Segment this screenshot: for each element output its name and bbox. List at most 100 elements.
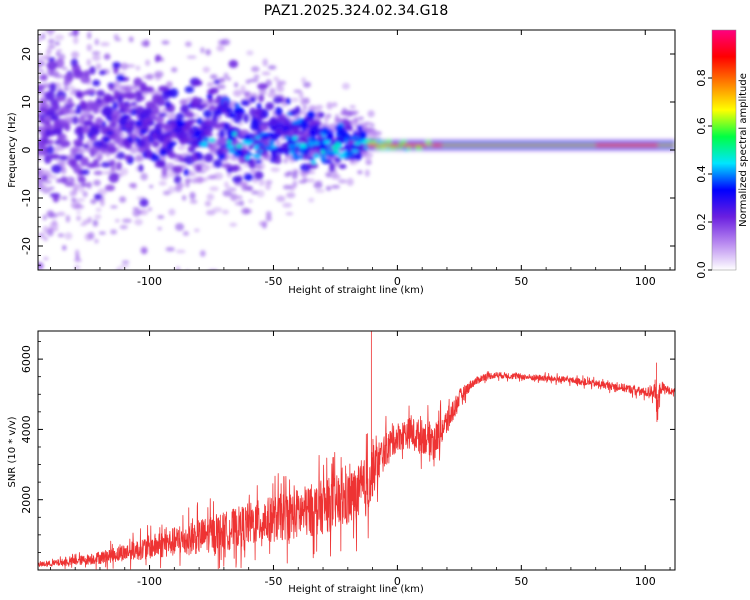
spectrogram-blob [229,222,238,227]
spectrogram-blob [268,116,278,127]
spectrogram-blob [158,112,168,117]
spectrogram-blob [134,90,142,97]
spectrogram-blob [338,179,347,184]
spectrogram-blob [167,152,177,159]
spectrogram-blob [82,190,88,198]
spectrogram-blob [106,131,114,136]
spectrogram-blobs [38,7,382,296]
spectrogram-blob [155,116,165,124]
spectrogram-ridge-lobe [378,141,384,145]
spectrogram-blob [205,118,211,127]
spectrogram-blob [270,167,280,173]
spectrogram-ridge-lobe [401,139,407,144]
spectrogram-blob [273,76,280,82]
spectrogram-blob [302,104,307,111]
spectrogram-blob [147,207,153,212]
spectrogram-blob [43,179,52,184]
spectrogram-x-tick-label: 0 [394,275,401,288]
spectrogram-blob [347,140,353,145]
spectrogram-blob [224,181,229,188]
spectrogram-blob [238,200,245,207]
spectrogram-blob [82,124,90,134]
spectrogram-blob [124,154,131,161]
spectrogram-blob [120,7,128,12]
spectrogram-blob [150,113,157,121]
spectrogram-blob [89,101,101,110]
spectrogram-blob [364,169,370,177]
spectrogram-blob [324,115,329,124]
spectrogram-blob [232,175,243,183]
spectrogram-blob [218,129,226,139]
spectrogram-blob [307,106,318,112]
spectrogram-blob [251,66,260,73]
spectrogram-blob [63,73,74,83]
spectrogram-blob [124,84,134,93]
spectrogram-blob [94,7,103,13]
spectrogram-blob [301,138,308,144]
spectrogram-blob [80,156,89,167]
spectrogram-blob [261,134,269,140]
spectrogram-blob [165,246,175,252]
spectrogram-x-tick-label: 50 [514,275,528,288]
spectrogram-blob [200,47,205,54]
spectrogram-blob [38,84,45,91]
spectrogram-blob [87,31,92,40]
spectrogram-blob [52,194,59,203]
spectrogram-blob [61,66,68,71]
spectrogram-blob [61,196,68,200]
spectrogram-blob [213,172,224,180]
spectrogram-x-label: Height of straight line (km) [288,285,424,296]
spectrogram-blob [108,84,115,91]
spectrogram-blob [141,120,149,126]
spectrogram-ridge-highlight [595,143,658,147]
spectrogram-blob [344,151,354,158]
spectrogram-blob [43,256,49,261]
spectrogram-blob [216,45,225,52]
spectrogram-blob [175,249,186,254]
spectrogram-blob [265,102,275,111]
spectrogram-blob [161,166,168,177]
spectrogram-blob [164,100,172,109]
spectrogram-blob [46,145,55,155]
spectrogram-blob [185,181,190,188]
spectrogram-blob [248,199,253,204]
spectrogram-blob [243,173,254,182]
spectrogram-blob [300,154,311,160]
spectrogram-blob [125,291,130,295]
spectrogram-blob [101,142,109,149]
spectrogram-blob [95,117,104,125]
spectrogram-blob [98,70,106,76]
spectrogram-blob [74,204,85,210]
spectrogram-blob [67,97,73,105]
spectrogram-blob [218,136,227,146]
spectrogram-blob [116,74,125,82]
spectrogram-blob [72,183,80,191]
spectrogram-blob [212,206,223,213]
spectrogram-blob [98,231,106,235]
spectrogram-blob [222,190,232,197]
spectrogram-blob [303,97,310,105]
spectrogram-blob [241,207,250,215]
spectrogram-blob [249,96,256,103]
spectrogram-blob [104,53,111,60]
spectrogram-blob [249,107,257,118]
spectrogram-blob [184,41,192,47]
spectrogram-blob [282,184,293,190]
spectrogram-blob [312,141,320,146]
spectrogram-blob [52,103,58,111]
spectrogram-blob [103,93,113,102]
spectrogram-blob [38,69,45,73]
spectrogram-blob [38,61,46,67]
spectrogram-blob [61,245,67,251]
spectrogram-blob [157,215,165,219]
spectrogram-blob [359,130,367,140]
spectrogram-blob [355,151,363,161]
spectrogram-blob [62,290,69,296]
spectrogram-blob [189,199,198,204]
spectrogram-blob [49,153,60,160]
spectrogram-blob [129,146,139,154]
spectrogram-blob [143,107,153,115]
spectrogram-blob [61,121,70,129]
spectrogram-blob [175,223,185,231]
